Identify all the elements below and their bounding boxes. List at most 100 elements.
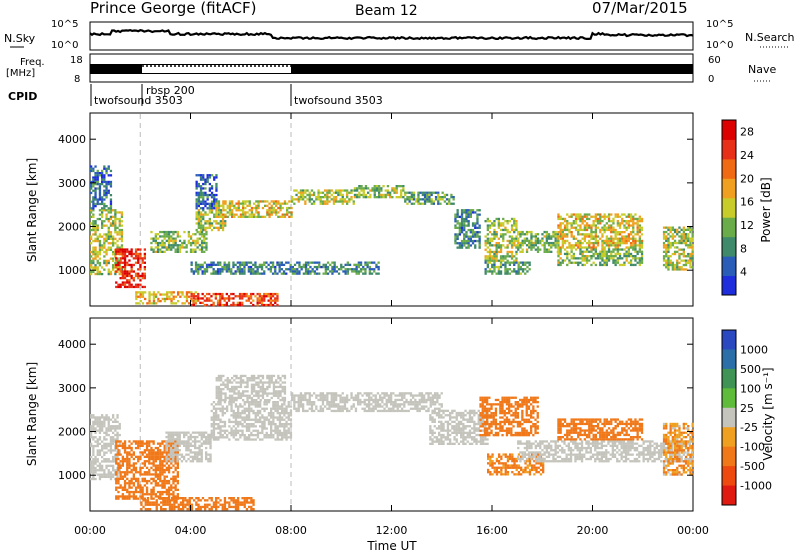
echo-cell [493,244,496,247]
echo-cell [610,226,613,229]
echo-cell [495,242,498,245]
echo-cell [123,277,127,280]
echo-cell [612,255,615,258]
echo-cell [96,259,99,262]
echo-cell [200,444,203,447]
echo-cell [121,497,124,500]
echo-cell [107,246,110,249]
echo-cell [629,231,633,234]
echo-cell [195,503,198,506]
echo-cell [476,217,479,221]
echo-cell [243,407,246,410]
echo-cell [287,401,290,404]
echo-cell [107,449,110,452]
echo-cell [150,230,153,234]
echo-cell [563,233,567,236]
echo-cell [283,215,287,218]
echo-cell [105,205,108,208]
echo-cell [210,193,214,197]
echo-cell [234,505,238,509]
echo-cell [364,268,367,271]
echo-cell [364,196,368,199]
echo-cell [209,440,212,443]
echo-cell [256,418,260,421]
echo-cell [123,285,127,289]
echo-cell [594,226,597,229]
echo-cell [101,447,104,450]
echo-cell [309,265,312,269]
echo-cell [232,414,235,417]
echo-cell [107,209,110,212]
echo-cell [355,263,358,266]
echo-cell [164,501,167,504]
echo-cell [255,392,258,395]
echo-cell [200,241,204,245]
echo-cell [130,270,133,273]
echo-cell [195,228,198,232]
echo-cell [585,261,589,264]
echo-cell [326,272,330,275]
echo-cell [269,265,272,269]
echo-cell [603,226,606,229]
echo-cell [410,198,413,201]
echo-cell [478,242,481,245]
echo-cell [217,505,220,509]
echo-cell [173,503,176,506]
echo-cell [245,501,249,504]
echo-cell [167,248,171,251]
echo-cell [380,187,383,190]
echo-cell [107,183,110,186]
echo-cell [253,215,256,218]
echo-cell [583,250,586,253]
echo-cell [618,239,622,243]
echo-cell [585,228,589,232]
echo-cell [572,257,575,260]
echo-cell [103,167,106,170]
echo-cell [254,414,257,417]
echo-cell [400,196,403,199]
echo-cell [315,261,319,264]
echo-cell [123,250,127,253]
echo-cell [182,505,185,509]
echo-cell [241,261,244,264]
echo-cell [172,490,175,494]
echo-cell [199,202,203,205]
echo-cell [143,248,146,251]
echo-cell [195,497,198,500]
echo-cell [250,401,253,404]
echo-cell [189,449,192,452]
echo-cell [257,385,260,389]
echo-cell [105,429,108,432]
echo-cell [176,488,179,491]
echo-cell [202,224,205,227]
echo-cell [378,189,381,192]
echo-cell [265,436,268,439]
echo-cell [167,440,170,443]
echo-cell [497,242,500,245]
echo-cell [541,244,544,247]
echo-cell [92,246,95,249]
echo-cell [499,255,503,258]
echo-cell [200,442,203,445]
echo-cell [174,457,177,461]
echo-cell [467,235,470,238]
echo-cell [474,235,477,238]
echo-cell [202,182,205,186]
echo-cell [101,172,104,175]
echo-cell [256,429,260,432]
echo-cell [152,473,155,476]
echo-cell [612,250,615,253]
echo-cell [665,239,668,242]
echo-cell [682,268,685,271]
echo-cell [160,501,163,504]
echo-cell [297,196,300,199]
echo-cell [245,499,249,502]
echo-cell [315,198,318,201]
echo-cell [238,297,242,300]
echo-cell [172,297,175,301]
echo-cell [130,442,133,445]
echo-cell [166,497,169,500]
echo-cell [333,263,336,266]
echo-cell [618,242,622,245]
echo-cell [192,248,195,251]
